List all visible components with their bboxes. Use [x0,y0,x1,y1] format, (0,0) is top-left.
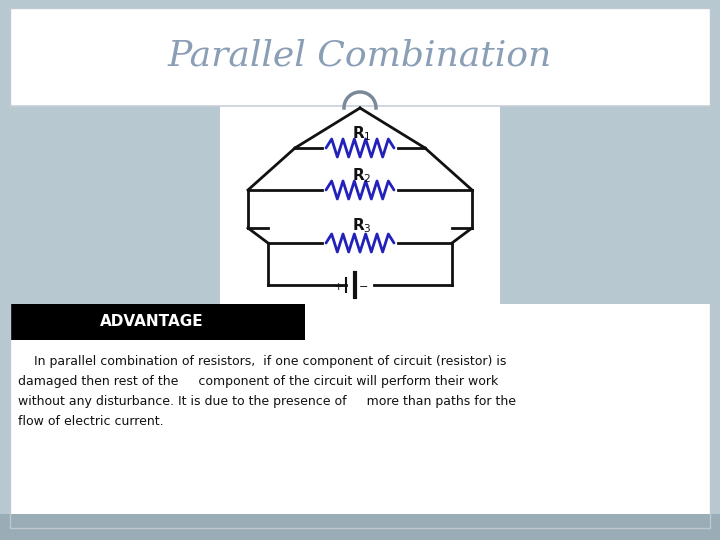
Text: −: − [359,282,369,292]
Text: R$_3$: R$_3$ [352,217,372,235]
Bar [10,304,710,514]
Bar [0,514,720,540]
Text: +: + [333,282,343,292]
Bar [500,106,720,304]
Bar [10,8,710,106]
Text: without any disturbance. It is due to the presence of     more than paths for th: without any disturbance. It is due to th… [18,395,516,408]
Bar [10,106,220,304]
Text: R$_1$: R$_1$ [352,125,372,143]
Text: flow of electric current.: flow of electric current. [18,415,163,428]
Bar [220,106,500,304]
Text: ADVANTAGE: ADVANTAGE [100,314,204,329]
Text: Parallel Combination: Parallel Combination [168,38,552,72]
Text: In parallel combination of resistors,  if one component of circuit (resistor) is: In parallel combination of resistors, if… [18,355,506,368]
Bar [10,304,305,340]
Text: R$_2$: R$_2$ [352,167,372,185]
Text: damaged then rest of the     component of the circuit will perform their work: damaged then rest of the component of th… [18,375,498,388]
